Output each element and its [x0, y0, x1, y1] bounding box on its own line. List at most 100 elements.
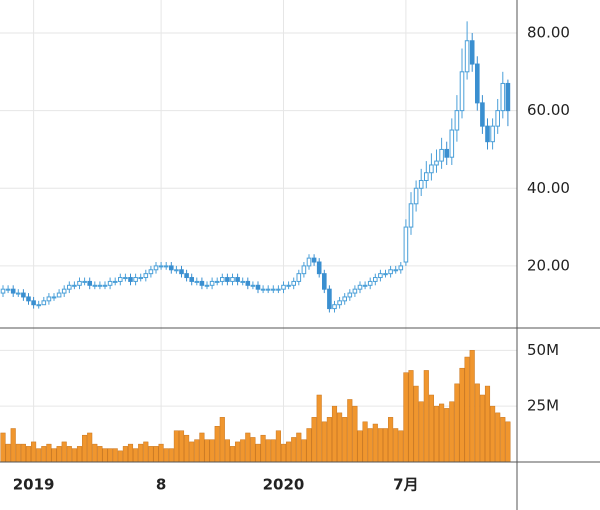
volume-bar: [229, 446, 236, 463]
candle-body: [505, 82, 511, 112]
volume-bar: [41, 446, 47, 463]
candle-body: [189, 277, 194, 282]
candle-body: [46, 296, 52, 302]
candle-body: [398, 265, 404, 271]
volume-bar: [444, 408, 450, 463]
volume-bar: [61, 441, 67, 463]
volume-bar: [92, 443, 98, 463]
x-tick-label: 2020: [263, 476, 305, 494]
candle-body: [418, 179, 424, 189]
volume-bar: [20, 443, 26, 463]
volume-bar: [117, 450, 123, 463]
candle-body: [138, 277, 143, 280]
candle-body: [265, 288, 271, 291]
candle-body: [102, 284, 108, 287]
volume-bar: [189, 441, 195, 463]
volume-bar: [449, 401, 455, 463]
candle-body: [352, 288, 358, 294]
candle-body: [439, 148, 444, 162]
candle-body: [143, 273, 149, 279]
volume-bar: [479, 394, 485, 463]
candle-body: [41, 300, 47, 306]
candle-body: [148, 269, 154, 275]
y-tick-label: 20.00: [527, 256, 570, 274]
candle-body: [332, 304, 337, 310]
volume-bar: [377, 428, 383, 463]
y-tick-label: 60.00: [527, 101, 570, 119]
volume-bar: [372, 423, 378, 463]
volume-bar: [66, 446, 72, 463]
x-tick-label: 7月: [393, 476, 418, 494]
x-tick-label: 2019: [13, 476, 55, 494]
candle-body: [296, 273, 302, 282]
candle-body: [291, 280, 296, 286]
candle-body: [357, 284, 363, 290]
candle-body: [393, 269, 398, 272]
candle-body: [434, 160, 439, 166]
volume-bar: [347, 399, 353, 463]
candle-body: [459, 71, 465, 112]
volume-bar: [413, 385, 419, 463]
candle-body: [179, 269, 184, 275]
volume-bar: [367, 428, 373, 463]
volume-bar: [464, 356, 470, 463]
y-tick-label: 80.00: [527, 23, 570, 41]
candle-body: [378, 273, 383, 279]
volume-bar: [505, 421, 511, 463]
candle-body: [153, 265, 159, 271]
candle-body: [250, 284, 256, 287]
candle-body: [424, 172, 429, 181]
volume-bar: [331, 405, 338, 463]
volume-bar: [311, 417, 317, 463]
candle-body: [403, 226, 409, 263]
candle-body: [475, 63, 480, 104]
candle-body: [225, 277, 230, 282]
y-tick-label: 40.00: [527, 179, 570, 197]
candle-body: [77, 280, 82, 286]
candle-body: [464, 40, 470, 73]
candle-body: [214, 280, 220, 283]
candle-body: [449, 129, 455, 158]
candle-body: [271, 288, 276, 291]
volume-bar: [245, 432, 251, 463]
candle-body: [429, 164, 434, 174]
candle-body: [245, 280, 251, 286]
candle-body: [36, 304, 42, 307]
volume-bar: [97, 446, 103, 463]
volume-bar: [280, 443, 287, 463]
candle-body: [337, 300, 342, 306]
candle-body: [480, 102, 485, 127]
volume-bar: [5, 443, 11, 463]
candle-body: [306, 257, 312, 267]
candle-body: [194, 280, 200, 283]
volume-bar: [46, 443, 52, 463]
volume-bar: [148, 446, 154, 463]
volume-bar: [82, 434, 88, 463]
volume-bar: [199, 432, 205, 463]
candle-body: [133, 277, 138, 282]
volume-bar: [10, 428, 16, 463]
candle-body: [128, 277, 133, 282]
candle-body: [31, 300, 36, 306]
volume-bar: [194, 439, 200, 463]
candle-body: [82, 280, 87, 283]
candle-body: [255, 284, 261, 290]
candle-body: [158, 265, 164, 268]
volume-bar: [306, 428, 312, 463]
candle-body: [21, 292, 26, 298]
candle-body: [240, 280, 245, 283]
volume-bar: [219, 417, 225, 463]
volume-bar: [112, 448, 118, 463]
candle-body: [327, 288, 332, 310]
volume-bar: [15, 443, 21, 463]
volume-bar: [393, 428, 399, 463]
candle-body: [0, 288, 6, 294]
candle-body: [444, 148, 449, 158]
volume-bar: [0, 432, 6, 463]
candle-body: [286, 284, 291, 287]
volume-bar: [326, 417, 332, 463]
candle-body: [204, 284, 210, 287]
volume-bar: [275, 430, 281, 463]
candle-body: [5, 288, 11, 291]
